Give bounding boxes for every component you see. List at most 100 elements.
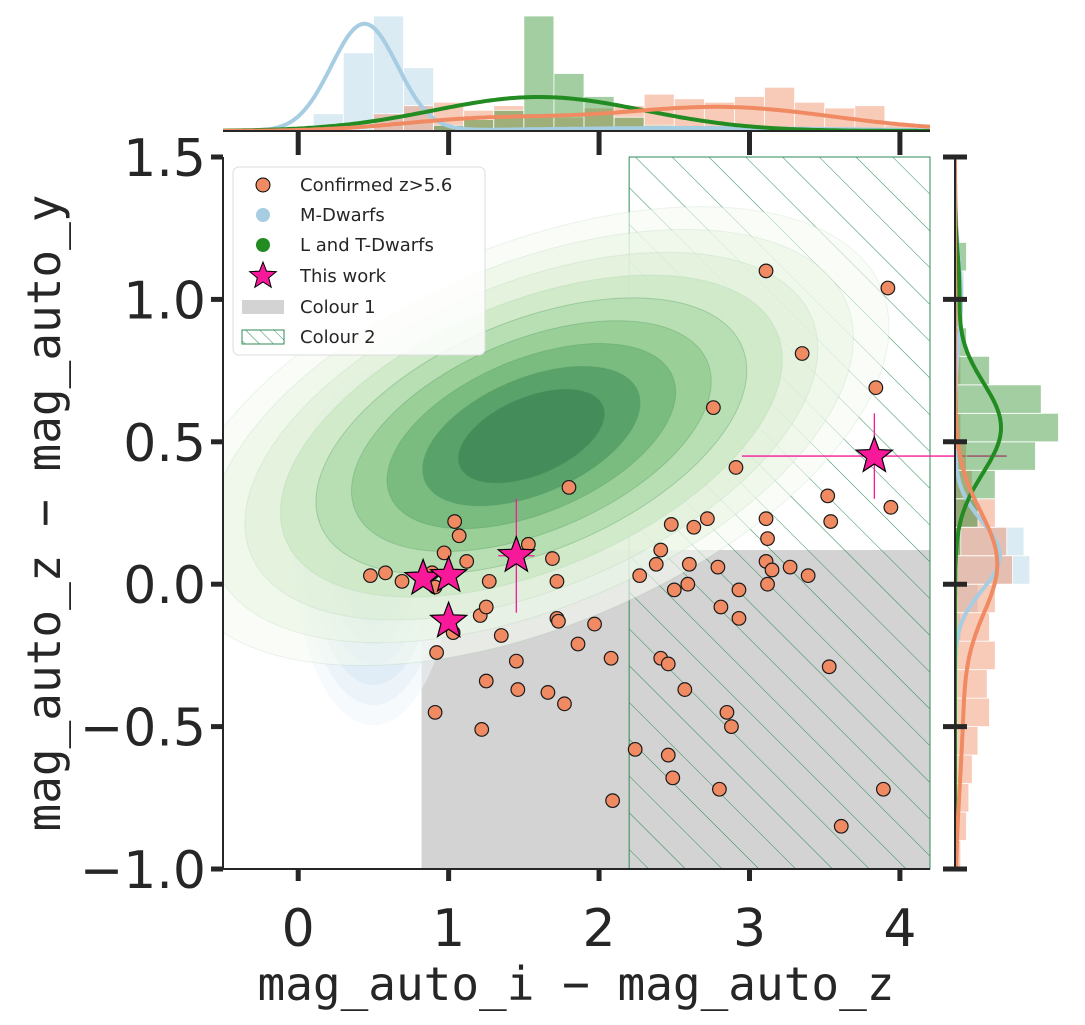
legend-label-colour-2: Colour 2 bbox=[300, 327, 376, 348]
confirmed-point bbox=[764, 562, 780, 578]
y-tick-label: 0.5 bbox=[123, 414, 206, 474]
confirmed-points bbox=[363, 263, 899, 834]
top-hist-bar-lt-dwarfs bbox=[553, 73, 585, 131]
confirmed-point bbox=[760, 531, 775, 547]
confirmed-point bbox=[686, 519, 702, 535]
legend-marker-m-dwarfs bbox=[256, 208, 270, 222]
confirmed-point bbox=[570, 636, 586, 652]
confirmed-point bbox=[681, 556, 697, 572]
confirmed-point bbox=[724, 719, 739, 734]
x-tick-label: 0 bbox=[282, 899, 315, 959]
confirmed-point bbox=[710, 559, 726, 575]
confirmed-point bbox=[731, 610, 747, 626]
confirmed-point bbox=[481, 573, 497, 589]
top-marginal bbox=[223, 15, 930, 131]
confirmed-point bbox=[821, 659, 837, 675]
confirmed-point bbox=[378, 565, 393, 581]
legend-label-confirmed: Confirmed z>5.6 bbox=[300, 175, 452, 196]
confirmed-point bbox=[713, 599, 729, 615]
legend-marker-confirmed bbox=[255, 177, 271, 193]
confirmed-point bbox=[429, 645, 445, 660]
x-axis-label: mag_auto_i − mag_auto_z bbox=[258, 957, 895, 1011]
confirmed-point bbox=[760, 576, 775, 592]
legend-label-m-dwarfs: M-Dwarfs bbox=[300, 205, 385, 226]
right-hist-bar-confirmed bbox=[955, 754, 973, 784]
confirmed-point bbox=[823, 514, 839, 529]
confirmed-point bbox=[648, 556, 664, 572]
right-kde-lt-dwarfs bbox=[955, 157, 1004, 869]
top-kde-lt-dwarfs bbox=[223, 95, 930, 131]
y-tick-label: 1.0 bbox=[123, 271, 206, 331]
confirmed-point bbox=[660, 747, 676, 763]
right-hist-bar-lt-dwarfs bbox=[955, 412, 1059, 443]
x-tick-label: 1 bbox=[432, 899, 465, 959]
top-kde-confirmed bbox=[223, 104, 930, 131]
confirmed-point bbox=[666, 582, 682, 598]
top-hist-bar-confirmed bbox=[673, 98, 705, 131]
confirmed-point bbox=[508, 653, 524, 669]
confirmed-point bbox=[551, 613, 566, 629]
confirmed-point bbox=[493, 628, 509, 643]
axes: 0 1 2 3 4 −1.0 −0.5 0.0 0.5 1.0 1.5 bbox=[80, 129, 967, 959]
top-hist-bar-m-dwarfs bbox=[342, 52, 374, 131]
confirmed-point bbox=[719, 704, 735, 720]
confirmed-point bbox=[728, 460, 744, 475]
legend-label-colour-1: Colour 1 bbox=[300, 297, 376, 318]
confirmed-point bbox=[800, 568, 816, 584]
confirmed-point bbox=[561, 479, 577, 495]
confirmed-point bbox=[451, 528, 467, 544]
this-work-star bbox=[496, 534, 537, 573]
confirmed-point bbox=[758, 511, 774, 527]
legend-frame bbox=[232, 166, 486, 356]
confirmed-point bbox=[705, 400, 721, 416]
confirmed-point bbox=[459, 554, 475, 569]
confirmed-point bbox=[665, 770, 681, 786]
confirmed-point bbox=[794, 346, 810, 361]
confirmed-point bbox=[680, 576, 696, 592]
legend-marker-colour-2 bbox=[241, 329, 285, 345]
confirmed-point bbox=[782, 559, 798, 575]
confirmed-point bbox=[880, 280, 896, 296]
confirmed-point bbox=[394, 573, 410, 589]
right-kde-confirmed bbox=[955, 157, 1000, 869]
confirmed-point bbox=[699, 511, 715, 527]
x-tick-label: 2 bbox=[583, 899, 616, 959]
this-work-star bbox=[428, 600, 469, 638]
confirmed-point bbox=[758, 263, 774, 279]
confirmed-point bbox=[663, 516, 679, 532]
confirmed-point bbox=[510, 682, 526, 697]
confirmed-point bbox=[540, 685, 556, 700]
right-hist-bar-confirmed bbox=[955, 726, 979, 756]
confirmed-point bbox=[478, 673, 494, 689]
confirmed-point bbox=[545, 551, 560, 566]
legend-label-lt-dwarfs: L and T-Dwarfs bbox=[300, 235, 434, 256]
y-tick-label: −0.5 bbox=[80, 699, 206, 759]
confirmed-point bbox=[474, 722, 490, 737]
confirmed-point bbox=[820, 488, 836, 504]
x-tick-label: 4 bbox=[883, 899, 916, 959]
confirmed-point bbox=[478, 599, 494, 615]
confirmed-point bbox=[447, 514, 463, 529]
confirmed-point bbox=[627, 741, 643, 757]
y-tick-label: −1.0 bbox=[80, 841, 206, 901]
legend-marker-colour-1 bbox=[242, 300, 284, 314]
right-hist-bar-confirmed bbox=[955, 697, 990, 727]
confirmed-point bbox=[833, 818, 849, 834]
confirmed-point bbox=[731, 582, 747, 598]
kde-contours bbox=[223, 206, 890, 726]
confirmed-point bbox=[660, 656, 676, 672]
confirmed-point bbox=[677, 682, 693, 697]
confirmed-point bbox=[557, 696, 572, 712]
legend-label-this-work: This work bbox=[299, 266, 387, 287]
legend: Confirmed z>5.6 M-Dwarfs L and T-Dwarfs … bbox=[232, 166, 486, 356]
lt-dwarf-contour bbox=[457, 388, 606, 484]
right-hist-bar-confirmed bbox=[955, 640, 996, 671]
legend-marker-lt-dwarfs bbox=[256, 238, 270, 252]
confirmed-point bbox=[875, 781, 891, 797]
right-hist-bar-confirmed bbox=[955, 669, 988, 699]
confirmed-point bbox=[605, 793, 621, 809]
confirmed-point bbox=[363, 568, 378, 584]
right-marginal bbox=[955, 157, 1059, 869]
right-hist-bar-confirmed bbox=[955, 555, 1013, 585]
